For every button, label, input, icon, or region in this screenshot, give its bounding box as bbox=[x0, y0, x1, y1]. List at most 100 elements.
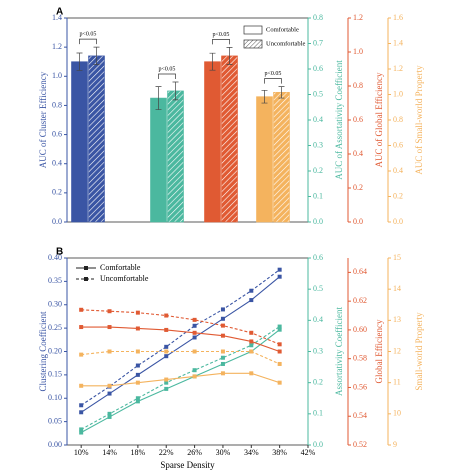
annotation: p<0.05 bbox=[213, 32, 230, 38]
marker bbox=[220, 361, 225, 366]
significance-bracket bbox=[158, 73, 176, 80]
marker bbox=[192, 349, 197, 354]
panel-label: A bbox=[56, 7, 63, 18]
marker bbox=[192, 317, 197, 322]
y-tick-label: 0.6 bbox=[52, 129, 62, 138]
y-tick-label: 0.8 bbox=[393, 115, 403, 124]
y-tick-label: 0.8 bbox=[353, 81, 363, 90]
marker bbox=[277, 327, 282, 332]
y-tick-label: 0.4 bbox=[393, 166, 403, 175]
y-tick-label: 0.0 bbox=[52, 217, 62, 226]
annotation: p<0.05 bbox=[159, 66, 176, 72]
y-tick-label: 1.0 bbox=[52, 71, 62, 80]
y-tick-label: 1.6 bbox=[393, 13, 403, 22]
bar bbox=[221, 55, 238, 223]
y-tick-label: 0.60 bbox=[353, 325, 367, 334]
x-tick-label: 22% bbox=[159, 448, 174, 457]
axis-title: AUC of Global Efficiency bbox=[374, 72, 384, 168]
y-tick-label: 0.6 bbox=[393, 140, 403, 149]
marker bbox=[220, 371, 225, 376]
y-tick-label: 0.1 bbox=[313, 191, 323, 200]
marker bbox=[135, 372, 140, 377]
y-tick-label: 0.15 bbox=[48, 370, 62, 379]
legend-marker bbox=[84, 266, 88, 270]
marker bbox=[220, 323, 225, 328]
line bbox=[80, 269, 280, 406]
y-tick-label: 0.2 bbox=[313, 166, 323, 175]
line bbox=[80, 276, 280, 413]
y-tick-label: 0.40 bbox=[48, 253, 62, 262]
marker bbox=[107, 349, 112, 354]
marker bbox=[277, 361, 282, 366]
y-tick-label: 1.4 bbox=[393, 38, 403, 47]
bar bbox=[150, 97, 167, 223]
marker bbox=[107, 309, 112, 314]
marker bbox=[249, 339, 254, 344]
marker bbox=[135, 399, 140, 404]
y-tick-label: 12 bbox=[393, 346, 401, 355]
y-tick-label: 0.00 bbox=[48, 440, 62, 449]
marker bbox=[249, 349, 254, 354]
x-tick-label: 14% bbox=[102, 448, 117, 457]
axis-title: AUC of Small-world Property bbox=[414, 65, 424, 175]
bar bbox=[167, 90, 184, 223]
marker bbox=[107, 414, 112, 419]
error-bar bbox=[226, 47, 233, 65]
marker bbox=[79, 430, 84, 435]
y-tick-label: 0.2 bbox=[313, 377, 323, 386]
marker bbox=[164, 313, 169, 318]
x-tick-label: 38% bbox=[272, 448, 287, 457]
marker bbox=[135, 363, 140, 368]
marker bbox=[277, 380, 282, 385]
axis-title: Assortativity Coefficient bbox=[334, 306, 344, 396]
y-tick-label: 0.2 bbox=[353, 183, 363, 192]
y-tick-label: 0.20 bbox=[48, 346, 62, 355]
y-tick-label: 0.52 bbox=[353, 440, 367, 449]
marker bbox=[277, 324, 282, 329]
y-tick-label: 0.7 bbox=[313, 38, 323, 47]
marker bbox=[79, 427, 84, 432]
line bbox=[81, 309, 280, 345]
bar bbox=[88, 55, 105, 223]
marker bbox=[107, 325, 112, 330]
x-tick-label: 34% bbox=[244, 448, 259, 457]
axis-title: Small-world Property bbox=[414, 312, 424, 391]
y-tick-label: 1.2 bbox=[52, 42, 62, 51]
panel-label: B bbox=[56, 247, 63, 258]
marker bbox=[220, 333, 225, 338]
marker bbox=[277, 274, 282, 279]
marker bbox=[79, 352, 84, 357]
axis-title: AUC of Cluster Efficiency bbox=[38, 71, 48, 168]
y-tick-label: 0.4 bbox=[313, 115, 323, 124]
annotation: p<0.05 bbox=[265, 71, 282, 77]
y-tick-label: 0.10 bbox=[48, 393, 62, 402]
y-tick-label: 15 bbox=[393, 253, 401, 262]
y-tick-label: 1.0 bbox=[393, 89, 403, 98]
error-bar bbox=[209, 52, 216, 71]
marker bbox=[164, 349, 169, 354]
marker bbox=[135, 310, 140, 315]
y-tick-label: 1.4 bbox=[52, 13, 62, 22]
marker bbox=[135, 326, 140, 331]
y-tick-label: 0.56 bbox=[353, 382, 367, 391]
x-tick-label: 10% bbox=[74, 448, 89, 457]
marker bbox=[79, 410, 84, 415]
y-tick-label: 13 bbox=[393, 315, 401, 324]
marker bbox=[79, 325, 84, 330]
line bbox=[80, 329, 280, 434]
line bbox=[81, 350, 280, 365]
legend-marker bbox=[84, 277, 88, 281]
marker bbox=[249, 330, 254, 335]
y-tick-label: 0.0 bbox=[393, 217, 403, 226]
marker bbox=[192, 374, 197, 379]
legend-label: Uncomfortable bbox=[266, 40, 305, 47]
y-tick-label: 0.6 bbox=[353, 115, 363, 124]
legend-label: Comfortable bbox=[100, 263, 141, 272]
marker bbox=[249, 288, 254, 293]
y-tick-label: 0.30 bbox=[48, 300, 62, 309]
y-tick-label: 1.2 bbox=[353, 13, 363, 22]
marker bbox=[220, 355, 225, 360]
marker bbox=[79, 383, 84, 388]
y-tick-label: 0.4 bbox=[52, 159, 62, 168]
axis-title: Clustering Coefficient bbox=[38, 311, 48, 392]
